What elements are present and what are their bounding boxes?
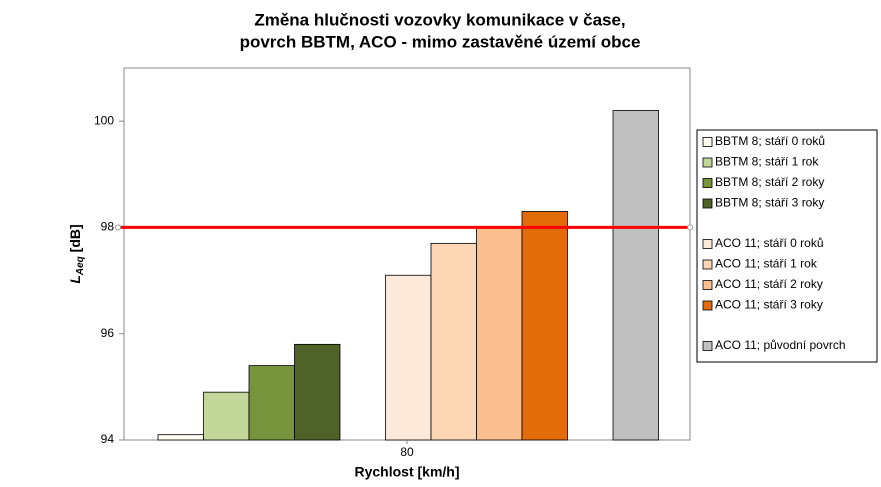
x-axis-label: Rychlost [km/h] [354,464,459,480]
y-axis-label: LAeq [dB] [67,224,86,283]
chart-title: Změna hlučnosti vozovky komunikace v čas… [254,10,625,29]
legend-swatch [702,239,713,249]
bar [476,227,523,441]
legend-label: ACO 11; stáří 0 roků [715,236,824,250]
legend-swatch [702,137,713,147]
bar [521,211,568,441]
legend-label: ACO 11; stáří 3 roky [715,298,823,312]
bar [157,434,204,441]
legend-label: BBTM 8; stáří 2 roky [715,175,824,189]
legend-swatch [702,341,713,351]
legend-swatch [702,198,713,209]
legend-box [696,129,878,363]
legend-label: BBTM 8; stáří 0 roků [715,134,825,148]
chart-title: povrch BBTM, ACO - mimo zastavěné území … [240,32,641,51]
bar [248,365,295,441]
reference-line-end [687,224,693,231]
y-tick-label: 96 [101,326,115,340]
bar [385,274,432,441]
legend-label: ACO 11; stáří 2 roky [715,277,823,291]
legend-label: BBTM 8; stáří 1 rok [715,155,819,169]
reference-line-end [115,224,121,231]
bar [612,110,659,441]
legend-swatch [702,300,713,311]
bar [294,343,341,441]
y-tick-label: 94 [101,432,115,446]
y-tick-label: 98 [101,220,115,234]
bar [203,391,250,441]
legend-label: ACO 11; původní povrch [715,338,846,352]
legend-swatch [702,157,713,168]
legend-swatch [702,280,713,290]
y-label-sub: Aeq [75,256,86,276]
legend-swatch [702,178,713,188]
x-tick-label: 80 [400,445,414,459]
y-label-main: L [67,275,83,284]
y-label-unit: [dB] [67,224,83,256]
legend-label: BBTM 8; stáří 3 roky [715,196,824,210]
legend-swatch [702,259,713,270]
legend-label: ACO 11; stáří 1 rok [715,257,818,271]
y-tick-label: 100 [94,113,114,127]
bar [430,242,477,441]
